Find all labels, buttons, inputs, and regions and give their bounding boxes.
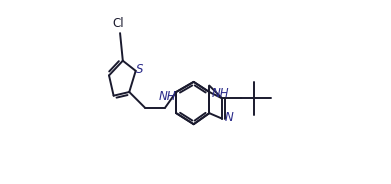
- Text: S: S: [136, 63, 143, 76]
- Text: NH: NH: [158, 90, 176, 103]
- Text: N: N: [225, 111, 234, 124]
- Text: Cl: Cl: [112, 17, 124, 30]
- Text: NH: NH: [212, 87, 230, 100]
